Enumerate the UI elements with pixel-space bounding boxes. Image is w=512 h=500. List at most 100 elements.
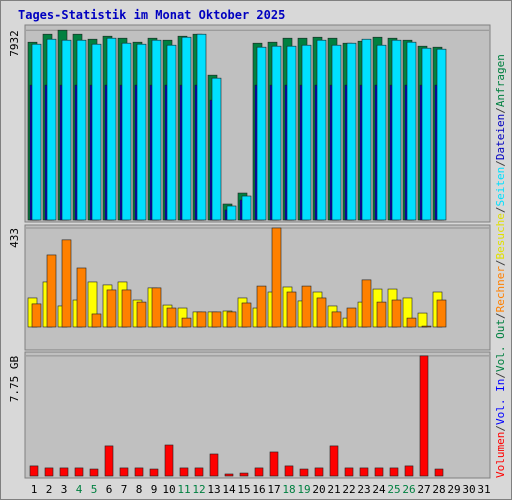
bar — [271, 45, 282, 221]
x-tick-label: 24 — [372, 483, 386, 496]
x-tick-label: 3 — [61, 483, 68, 496]
bar — [301, 285, 312, 328]
legend: Volumen/Vol. In/Vol. Out/Rechner/Besuche… — [494, 54, 507, 478]
x-tick-label: 6 — [106, 483, 113, 496]
x-tick-label: 31 — [477, 483, 490, 496]
x-tick-label: 9 — [151, 483, 158, 496]
bar — [346, 42, 357, 221]
x-tick-label: 28 — [432, 483, 445, 496]
bar — [314, 467, 324, 477]
legend-separator: / — [494, 425, 507, 432]
bar — [344, 467, 354, 477]
bar — [76, 39, 87, 221]
bar — [286, 45, 297, 221]
bar — [31, 43, 42, 221]
bar — [241, 195, 252, 221]
bar — [361, 279, 372, 328]
bar — [196, 33, 207, 221]
bar — [181, 317, 192, 328]
bar — [224, 473, 234, 477]
bar — [434, 468, 444, 477]
bar — [316, 39, 327, 221]
bar — [104, 445, 114, 477]
bar — [376, 44, 387, 221]
bar — [316, 297, 327, 328]
bar — [436, 48, 447, 221]
bar — [106, 37, 117, 221]
legend-entry: Vol. Out — [494, 319, 507, 372]
bar — [91, 43, 102, 221]
bar — [164, 444, 174, 477]
bar — [119, 467, 129, 477]
x-tick-label: 25 — [387, 483, 400, 496]
bar — [391, 39, 402, 221]
bar — [406, 317, 417, 328]
bar — [286, 291, 297, 328]
bar — [121, 289, 132, 328]
x-tick-label: 15 — [237, 483, 250, 496]
bar — [359, 467, 369, 477]
bar — [211, 311, 222, 328]
x-tick-label: 4 — [76, 483, 83, 496]
bar — [331, 44, 342, 221]
bar — [256, 46, 267, 221]
bar — [76, 267, 87, 328]
bar — [91, 313, 102, 328]
bar — [256, 285, 267, 328]
bar — [376, 301, 387, 328]
panel — [24, 351, 491, 479]
legend-separator: / — [494, 206, 507, 213]
bar — [151, 287, 162, 328]
x-tick-label: 22 — [342, 483, 355, 496]
legend-entry: Besuche — [494, 213, 507, 259]
bar — [209, 453, 219, 477]
bar — [121, 42, 132, 221]
x-tick-label: 16 — [252, 483, 265, 496]
bar — [149, 468, 159, 477]
bar — [404, 465, 414, 477]
bar — [89, 468, 99, 477]
bar — [389, 467, 399, 477]
bar — [106, 289, 117, 328]
bar — [417, 312, 428, 328]
x-tick-label: 23 — [357, 483, 370, 496]
bar — [74, 467, 84, 477]
bar — [44, 467, 54, 477]
bar — [61, 39, 72, 221]
bar — [421, 47, 432, 221]
bar — [194, 467, 204, 477]
bar — [196, 311, 207, 328]
bar — [254, 467, 264, 477]
bar — [361, 38, 372, 221]
y-tick-label: 7932 — [8, 30, 21, 57]
x-tick-label: 2 — [46, 483, 53, 496]
bar — [211, 77, 222, 221]
legend-entry: Seiten — [494, 167, 507, 207]
legend-separator: / — [494, 372, 507, 379]
x-tick-label: 5 — [91, 483, 98, 496]
bar — [59, 467, 69, 477]
x-tick-label: 17 — [267, 483, 280, 496]
bar — [269, 451, 279, 477]
bar — [241, 302, 252, 328]
bar — [406, 41, 417, 221]
bar — [374, 467, 384, 477]
bar — [151, 39, 162, 221]
x-tick-label: 21 — [327, 483, 340, 496]
bar — [166, 307, 177, 328]
bar — [226, 311, 237, 328]
x-tick-label: 27 — [417, 483, 430, 496]
bar — [436, 299, 447, 328]
y-tick-label: 433 — [8, 228, 21, 248]
bar — [29, 465, 39, 477]
bar — [301, 44, 312, 221]
bar — [31, 303, 42, 328]
bar — [346, 307, 357, 328]
x-tick-label: 14 — [222, 483, 236, 496]
bar — [391, 299, 402, 328]
bar — [239, 472, 249, 477]
bar — [421, 325, 432, 328]
bar — [46, 254, 57, 328]
